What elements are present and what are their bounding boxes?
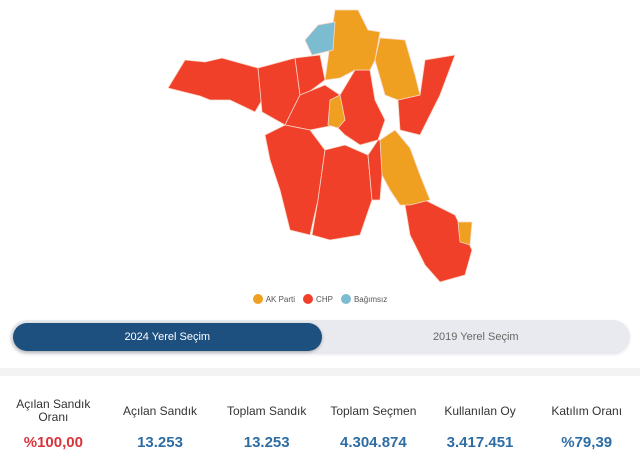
stat-value: 13.253: [137, 434, 183, 451]
stat-katilim-orani: Katılım Oranı %79,39: [533, 380, 640, 474]
election-year-tabs: 2024 Yerel Seçim 2019 Yerel Seçim: [10, 320, 630, 354]
stat-toplam-secmen: Toplam Seçmen 4.304.874: [320, 380, 427, 474]
district-n: [294, 54, 326, 96]
stat-label: Toplam Seçmen: [330, 403, 417, 418]
tab-2019[interactable]: 2019 Yerel Seçim: [432, 331, 519, 343]
election-map[interactable]: [0, 0, 640, 290]
district-west: [167, 57, 263, 113]
stat-label: Kullanılan Oy: [444, 403, 516, 418]
stat-label: Açılan Sandık: [122, 403, 198, 418]
district-east: [397, 54, 456, 136]
legend-label: CHP: [316, 294, 333, 304]
stat-label: Katılım Oranı: [551, 403, 623, 418]
district-ak-se: [379, 129, 431, 206]
stat-acilan-sandik: Açılan Sandık 13.253: [107, 380, 214, 474]
legend-item-ak-parti[interactable]: AK Parti: [252, 294, 296, 304]
stat-value: 3.417.451: [446, 434, 514, 451]
district-south-east: [404, 199, 473, 283]
district-north-ak: [324, 9, 381, 81]
tab-2024[interactable]: 2024 Yerel Seçim: [13, 323, 322, 351]
district-ne-ak: [374, 37, 421, 101]
legend-label: Bağımsız: [353, 294, 388, 304]
stat-value: %79,39: [561, 434, 613, 451]
district-bagimsiz: [304, 21, 336, 56]
stat-label: Toplam Sandık: [226, 403, 307, 418]
map-legend: AK Parti CHP Bağımsız: [0, 294, 640, 304]
stat-label: Açılan Sandık Oranı: [16, 397, 91, 424]
stat-value: 13.253: [243, 434, 290, 451]
stats-bar: Açılan Sandık Oranı %100,00 Açılan Sandı…: [0, 380, 640, 474]
bagimsiz-dot-icon: [340, 294, 351, 304]
stat-toplam-sandik: Toplam Sandık 13.253: [213, 380, 320, 474]
stat-value: 4.304.874: [339, 434, 407, 451]
chp-dot-icon: [303, 294, 314, 304]
district-ak-far-se: [457, 221, 473, 246]
stat-value: %100,00: [23, 434, 83, 451]
section-divider: [0, 368, 640, 376]
legend-item-chp[interactable]: CHP: [303, 294, 333, 304]
legend-item-bagimsiz[interactable]: Bağımsız: [340, 294, 388, 304]
stat-acilan-sandik-orani: Açılan Sandık Oranı %100,00: [0, 380, 107, 474]
legend-label: AK Parti: [265, 294, 296, 304]
district-ak-w: [327, 94, 346, 129]
ankara-district-map[interactable]: [0, 0, 640, 290]
ak-parti-dot-icon: [252, 294, 263, 304]
stat-kullanilan-oy: Kullanılan Oy 3.417.451: [427, 380, 534, 474]
district-sw: [264, 124, 326, 236]
